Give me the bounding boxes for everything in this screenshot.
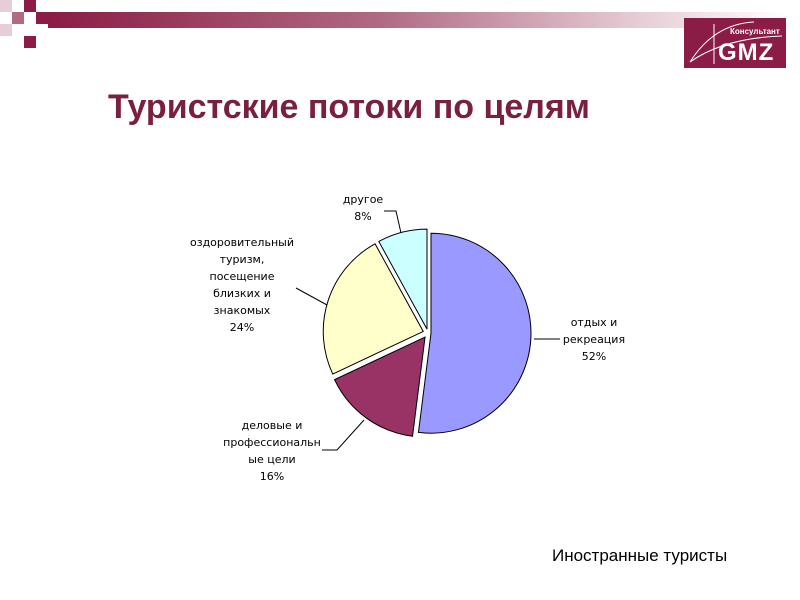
decor-square (24, 0, 36, 12)
decor-square (12, 12, 24, 24)
slice-label: деловые и профессиональн ые цели 16% (223, 419, 321, 483)
footer-caption: Иностранные туристы (552, 546, 728, 565)
decor-square (36, 12, 48, 24)
decor-square (24, 36, 36, 48)
page-title: Туристские потоки по целям (108, 88, 590, 126)
logo-mark (689, 21, 783, 64)
header-gradient-bar (48, 12, 788, 28)
company-logo: Консультант GMZ (684, 18, 786, 68)
decor-square (0, 0, 12, 12)
slice-other (378, 228, 428, 330)
logo-small-text: Консультант (730, 27, 780, 36)
slice-health-visits (322, 243, 424, 375)
leader-line (295, 287, 328, 306)
logo-big-text: GMZ (718, 39, 775, 66)
slice-label: другое 8% (343, 193, 384, 223)
slice-business (333, 336, 426, 437)
decor-square (0, 24, 12, 36)
slice-recreation (417, 232, 532, 434)
slice-label: оздоровительный туризм, посещение близких и… (190, 236, 294, 334)
leader-line (322, 419, 365, 451)
slice-label: отдых и рекреация 52% (563, 316, 625, 363)
leader-line (384, 210, 402, 234)
